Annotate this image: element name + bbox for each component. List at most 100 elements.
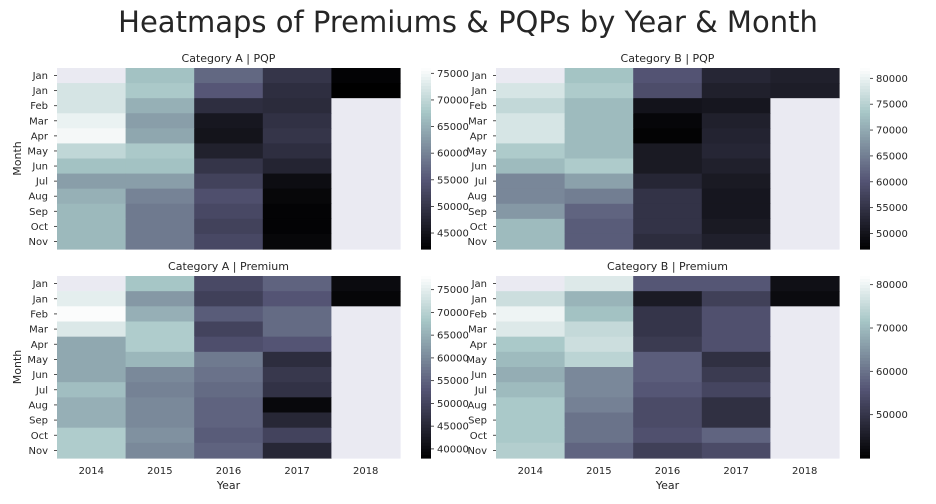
x-tick-label: 2017 <box>284 466 309 477</box>
heatmap-cell <box>331 276 401 292</box>
colorbar-segment <box>421 306 431 310</box>
heatmap-cell <box>194 321 264 338</box>
colorbar-segment <box>860 382 870 386</box>
heatmap-cell <box>770 351 840 368</box>
y-tick-label: May <box>27 146 48 157</box>
colorbar-segment <box>860 128 870 132</box>
colorbar-segment <box>860 206 870 211</box>
y-tick-label: Feb <box>30 101 48 112</box>
heatmap-cell <box>701 173 771 190</box>
heatmap-cell <box>633 128 703 145</box>
heatmap-cell <box>564 143 634 160</box>
colorbar-segment <box>421 149 431 154</box>
heatmap-cell <box>564 203 634 220</box>
heatmap-cell <box>496 188 566 205</box>
heatmap-cell <box>125 128 195 145</box>
colorbar-segment <box>860 376 870 380</box>
y-tick-label: Apr <box>470 131 488 142</box>
heatmap-cell <box>633 412 703 429</box>
heatmap-cell <box>770 83 840 99</box>
colorbar-segment <box>421 297 431 301</box>
colorbar-tick-label: 75000 <box>437 69 469 80</box>
heatmap-cell <box>57 218 127 235</box>
colorbar-tick-label: 50000 <box>437 202 469 213</box>
heatmap-cell <box>701 98 771 114</box>
colorbar-segment <box>860 315 870 320</box>
heatmap-cell <box>125 321 195 338</box>
heatmap-cell <box>194 367 264 383</box>
heatmap-cell <box>770 233 840 250</box>
y-tick-label: Apr <box>31 131 49 142</box>
heatmap-cell <box>194 233 264 250</box>
colorbar-segment <box>860 221 870 226</box>
colorbar-segment <box>860 215 870 220</box>
colorbar-segment <box>860 354 870 359</box>
heatmap-cell <box>57 173 127 190</box>
y-tick-label: Mar <box>29 116 49 127</box>
colorbar-segment <box>860 74 870 78</box>
heatmap-cell <box>701 203 771 220</box>
heatmap-cell <box>701 382 771 398</box>
heatmap-cell <box>262 291 332 307</box>
heatmap-cell <box>57 412 127 429</box>
heatmap-cell <box>496 336 566 353</box>
y-tick-label: Jun <box>31 370 48 381</box>
colorbar-segment <box>421 197 431 202</box>
colorbar-segment <box>860 158 870 163</box>
heatmap-cell <box>770 291 840 307</box>
y-tick-label: Aug <box>467 192 487 203</box>
colorbar-segment <box>860 146 870 151</box>
y-tick-label: Nov <box>28 237 48 248</box>
y-tick-label: Jan <box>471 279 487 290</box>
colorbar-segment <box>421 236 431 241</box>
colorbar-tick-label: 80000 <box>876 280 908 291</box>
y-tick-label: Feb <box>469 309 487 320</box>
heatmap-cell <box>57 276 127 292</box>
y-tick-label: Mar <box>468 116 488 127</box>
heatmap-cell <box>564 68 634 84</box>
y-tick-label: Jul <box>35 177 48 188</box>
colorbar-segment <box>860 348 870 353</box>
colorbar-segment <box>421 179 431 184</box>
heatmap-cell <box>194 291 264 307</box>
y-axis-label: Month <box>11 350 24 385</box>
colorbar-tick-label: 60000 <box>876 177 908 188</box>
heatmap-cell <box>496 128 566 145</box>
heatmap-cell <box>770 173 840 190</box>
heatmap-cell <box>633 321 703 338</box>
colorbar-segment <box>421 113 431 117</box>
heatmap-cell <box>633 397 703 414</box>
x-tick-label: 2016 <box>655 466 680 477</box>
heatmap-cell <box>633 427 703 444</box>
colorbar-segment <box>421 107 431 111</box>
heatmap-cell <box>701 306 771 323</box>
heatmap-cell <box>331 306 401 323</box>
colorbar-segment <box>421 221 431 226</box>
heatmap-cell <box>57 158 127 175</box>
heatmap-cell <box>262 412 332 429</box>
heatmap-cell <box>262 113 332 129</box>
colorbar-segment <box>421 454 431 459</box>
colorbar-tick-label: 50000 <box>876 410 908 421</box>
heatmap-cell <box>496 203 566 220</box>
heatmap-cell <box>331 412 401 429</box>
heatmap-cell <box>125 291 195 307</box>
colorbar-tick-label: 70000 <box>876 126 908 137</box>
colorbar-segment <box>860 137 870 141</box>
heatmap-cell <box>57 203 127 220</box>
colorbar-segment <box>860 152 870 157</box>
colorbar-segment <box>860 448 870 453</box>
colorbar-segment <box>421 101 431 105</box>
colorbar-segment <box>421 98 431 102</box>
colorbar-segment <box>421 318 431 323</box>
heatmap-cell <box>194 173 264 190</box>
heatmap-cell <box>125 427 195 444</box>
heatmap-cell <box>564 306 634 323</box>
y-tick-label: Oct <box>31 222 48 233</box>
colorbar-segment <box>860 233 870 238</box>
heatmap-cell <box>770 188 840 205</box>
heatmap-cell <box>262 351 332 368</box>
colorbar-tick-label: 70000 <box>437 95 469 106</box>
heatmap-cell <box>633 367 703 383</box>
